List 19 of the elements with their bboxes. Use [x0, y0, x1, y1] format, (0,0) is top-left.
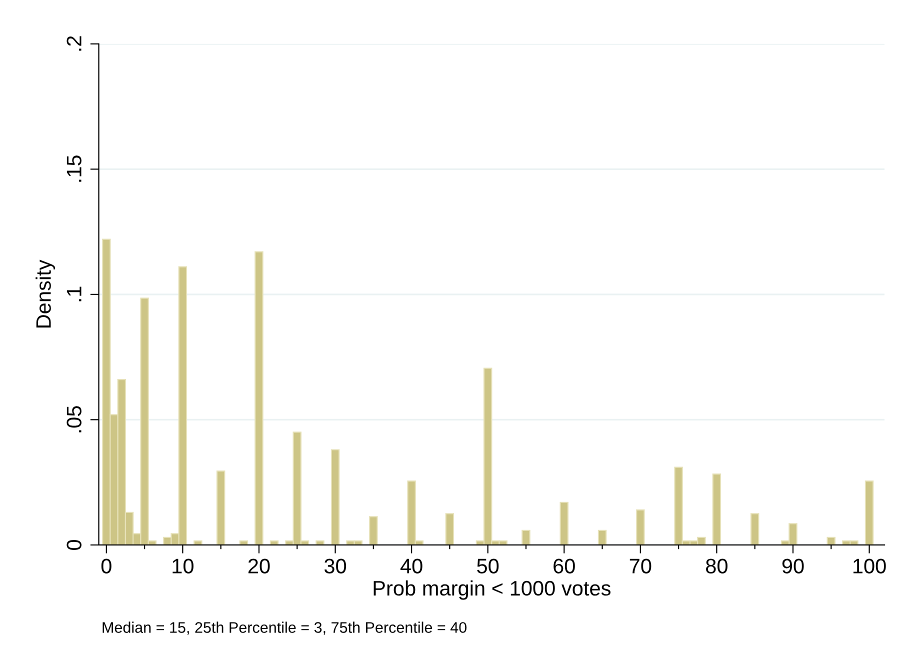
y-tick-label: .1: [66, 286, 82, 302]
x-tick-label: 90: [782, 558, 804, 574]
x-tick-label: 80: [706, 558, 728, 574]
y-tick-label: .15: [66, 156, 82, 182]
x-tick-label: 10: [172, 558, 194, 574]
x-tick-label: 70: [630, 558, 652, 574]
y-tick-label: .05: [66, 406, 82, 432]
x-tick-label: 20: [248, 558, 270, 574]
text: Median = 15, 25th Percentile = 3, 75th Percentile = 40: [102, 622, 467, 635]
x-tick-label: 30: [324, 558, 346, 574]
x-tick-label: 40: [400, 558, 422, 574]
x-axis-title: Prob margin < 1000 votes: [374, 580, 610, 600]
y-tick-label: 0: [66, 540, 82, 550]
y-tick-label: .2: [66, 36, 82, 51]
y-axis-title: Density: [36, 260, 56, 328]
x-tick-label: 100: [853, 558, 886, 574]
x-tick-label: 50: [477, 558, 499, 574]
x-tick-label: 0: [101, 558, 112, 574]
x-tick-label: 60: [554, 558, 575, 574]
